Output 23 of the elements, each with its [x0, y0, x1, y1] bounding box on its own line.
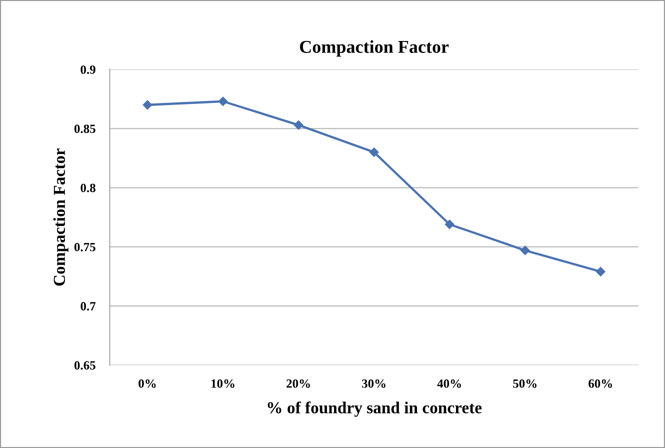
y-tick-label: 0.65 — [74, 361, 96, 370]
y-tick-label: 0.75 — [74, 242, 96, 252]
point — [369, 148, 379, 157]
point — [520, 246, 530, 256]
x-tick-label: 60% — [588, 379, 612, 388]
x-tick-label: 40% — [437, 379, 461, 388]
point — [142, 100, 152, 110]
chart-title: Compaction Factor — [300, 40, 449, 57]
x-axis-title: % of foundry sand in concrete — [268, 401, 482, 417]
y-tick-label: 0.9 — [80, 65, 96, 74]
point — [596, 267, 606, 276]
point — [444, 220, 454, 229]
x-tick-label: 30% — [362, 379, 386, 388]
point — [294, 120, 304, 130]
y-tick-label: 0.7 — [80, 302, 96, 310]
y-tick-label: 0.85 — [74, 124, 96, 134]
point — [218, 96, 228, 106]
y-tick-label: 0.8 — [80, 184, 96, 192]
x-tick-label: 0% — [138, 379, 156, 388]
x-tick-label: 10% — [212, 379, 234, 388]
y-axis-title: Compaction Factor — [53, 148, 68, 286]
x-tick-label: 50% — [513, 379, 536, 388]
x-tick-label: 20% — [286, 379, 310, 388]
